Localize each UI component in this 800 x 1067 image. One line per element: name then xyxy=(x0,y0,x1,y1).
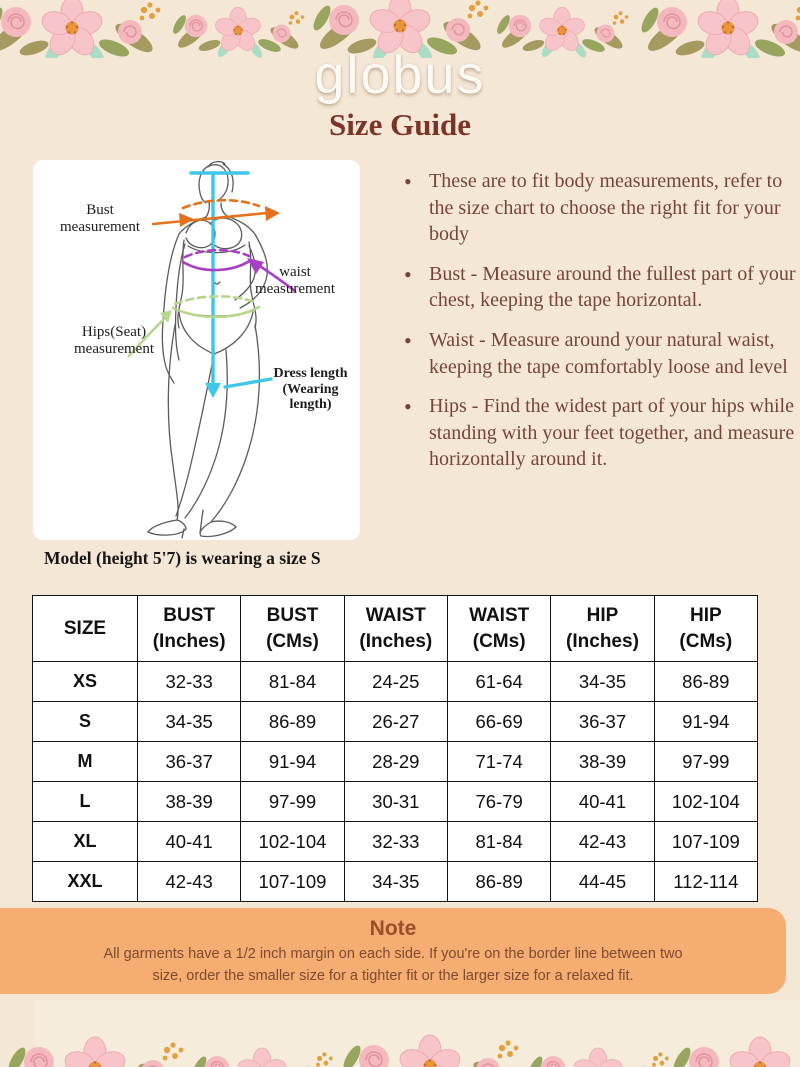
value-cell: 42-43 xyxy=(550,821,655,862)
hips-measurement-arrow xyxy=(160,310,172,323)
value-cell: 36-37 xyxy=(550,701,655,742)
value-cell: 38-39 xyxy=(136,781,242,822)
value-cell: 86-89 xyxy=(446,861,552,902)
value-cell: 34-35 xyxy=(550,661,655,702)
size-cell: S xyxy=(32,701,138,742)
bust-measurement-line xyxy=(151,198,269,226)
value-cell: 112-114 xyxy=(653,861,759,902)
value-cell: 76-79 xyxy=(446,781,552,822)
table-row-m: M 36-37 91-94 28-29 71-74 38-39 97-99 xyxy=(32,741,759,782)
value-cell: 44-45 xyxy=(550,861,655,902)
dress-length-line xyxy=(189,171,273,389)
value-cell: 40-41 xyxy=(550,781,655,822)
value-cell: 26-27 xyxy=(343,701,448,742)
table-row-l: L 38-39 97-99 30-31 76-79 40-41 102-104 xyxy=(32,781,759,822)
column-header-bust-inches: BUST (Inches) xyxy=(136,595,242,662)
instruction-item: These are to fit body measurements, refe… xyxy=(402,167,796,248)
value-cell: 34-35 xyxy=(343,861,448,902)
size-chart: SIZE BUST (Inches) BUST (CMs) WAIST (Inches… xyxy=(32,595,759,902)
value-cell: 32-33 xyxy=(343,821,448,862)
value-cell: 38-39 xyxy=(550,741,655,782)
note-box: Note All garments have a 1/2 inch margin… xyxy=(0,908,786,994)
table-row-xs: XS 32-33 81-84 24-25 61-64 34-35 86-89 xyxy=(32,661,759,702)
value-cell: 86-89 xyxy=(653,661,759,702)
dress-length-arrow xyxy=(205,383,221,398)
waist-measurement-arrow xyxy=(247,258,264,274)
column-header-size: SIZE xyxy=(32,595,138,662)
value-cell: 102-104 xyxy=(653,781,759,822)
value-cell: 28-29 xyxy=(343,741,448,782)
note-title: Note xyxy=(369,917,417,940)
value-cell: 24-25 xyxy=(343,661,448,702)
table-row-s: S 34-35 86-89 26-27 66-69 36-37 91-94 xyxy=(32,701,759,742)
value-cell: 71-74 xyxy=(446,741,552,782)
column-header-bust-cms: BUST (CMs) xyxy=(240,595,345,662)
table-row-xl: XL 40-41 102-104 32-33 81-84 42-43 107-1… xyxy=(32,821,759,862)
value-cell: 102-104 xyxy=(240,821,345,862)
column-header-hip-cms: HIP (CMs) xyxy=(653,595,759,662)
value-cell: 107-109 xyxy=(653,821,759,862)
body-figure-illustration xyxy=(127,160,297,539)
instruction-item: Hips - Find the widest part of your hips… xyxy=(402,392,796,473)
bust-measurement-arrows xyxy=(179,206,280,227)
note-body: All garments have a 1/2 inch margin on e… xyxy=(103,946,683,984)
waist-label: waist measurement xyxy=(255,264,335,297)
size-cell: XXL xyxy=(32,861,138,902)
instruction-item: Waist - Measure around your natural wais… xyxy=(402,326,796,380)
floral-border-bottom xyxy=(4,1034,800,1067)
value-cell: 42-43 xyxy=(136,861,242,902)
column-header-hip-inches: HIP (Inches) xyxy=(550,595,655,662)
hips-label: Hips(Seat) measurement xyxy=(74,324,154,357)
size-cell: M xyxy=(32,741,138,782)
table-header-row: SIZE BUST (Inches) BUST (CMs) WAIST (Inches… xyxy=(32,595,759,662)
measurement-diagram: Bust measurement waist measurement Hips(… xyxy=(33,160,360,540)
value-cell: 97-99 xyxy=(240,781,345,822)
value-cell: 34-35 xyxy=(136,701,242,742)
size-cell: XL xyxy=(32,821,138,862)
page-title: Size Guide xyxy=(328,107,472,142)
value-cell: 91-94 xyxy=(240,741,345,782)
table-row-xxl: XXL 42-43 107-109 34-35 86-89 44-45 112-… xyxy=(32,861,759,902)
size-cell: L xyxy=(32,781,138,822)
value-cell: 32-33 xyxy=(136,661,242,702)
model-size-note: Model (height 5'7) is wearing a size S xyxy=(44,548,321,568)
value-cell: 97-99 xyxy=(653,741,759,782)
value-cell: 107-109 xyxy=(240,861,345,902)
brand-logo: globus xyxy=(314,45,486,105)
value-cell: 66-69 xyxy=(446,701,552,742)
value-cell: 30-31 xyxy=(343,781,448,822)
value-cell: 61-64 xyxy=(446,661,552,702)
column-header-waist-inches: WAIST (Inches) xyxy=(343,595,448,662)
column-header-waist-cms: WAIST (CMs) xyxy=(446,595,552,662)
value-cell: 81-84 xyxy=(240,661,345,702)
value-cell: 81-84 xyxy=(446,821,552,862)
measurement-instructions: These are to fit body measurements, refe… xyxy=(402,167,796,486)
size-cell: XS xyxy=(32,661,138,702)
value-cell: 91-94 xyxy=(653,701,759,742)
value-cell: 36-37 xyxy=(136,741,242,782)
hips-measurement-line xyxy=(127,295,261,358)
value-cell: 40-41 xyxy=(136,821,242,862)
instruction-item: Bust - Measure around the fullest part o… xyxy=(402,260,796,314)
value-cell: 86-89 xyxy=(240,701,345,742)
bust-label: Bust measurement xyxy=(60,202,140,235)
dress-length-label: Dress length (Wearing length) xyxy=(273,366,348,413)
